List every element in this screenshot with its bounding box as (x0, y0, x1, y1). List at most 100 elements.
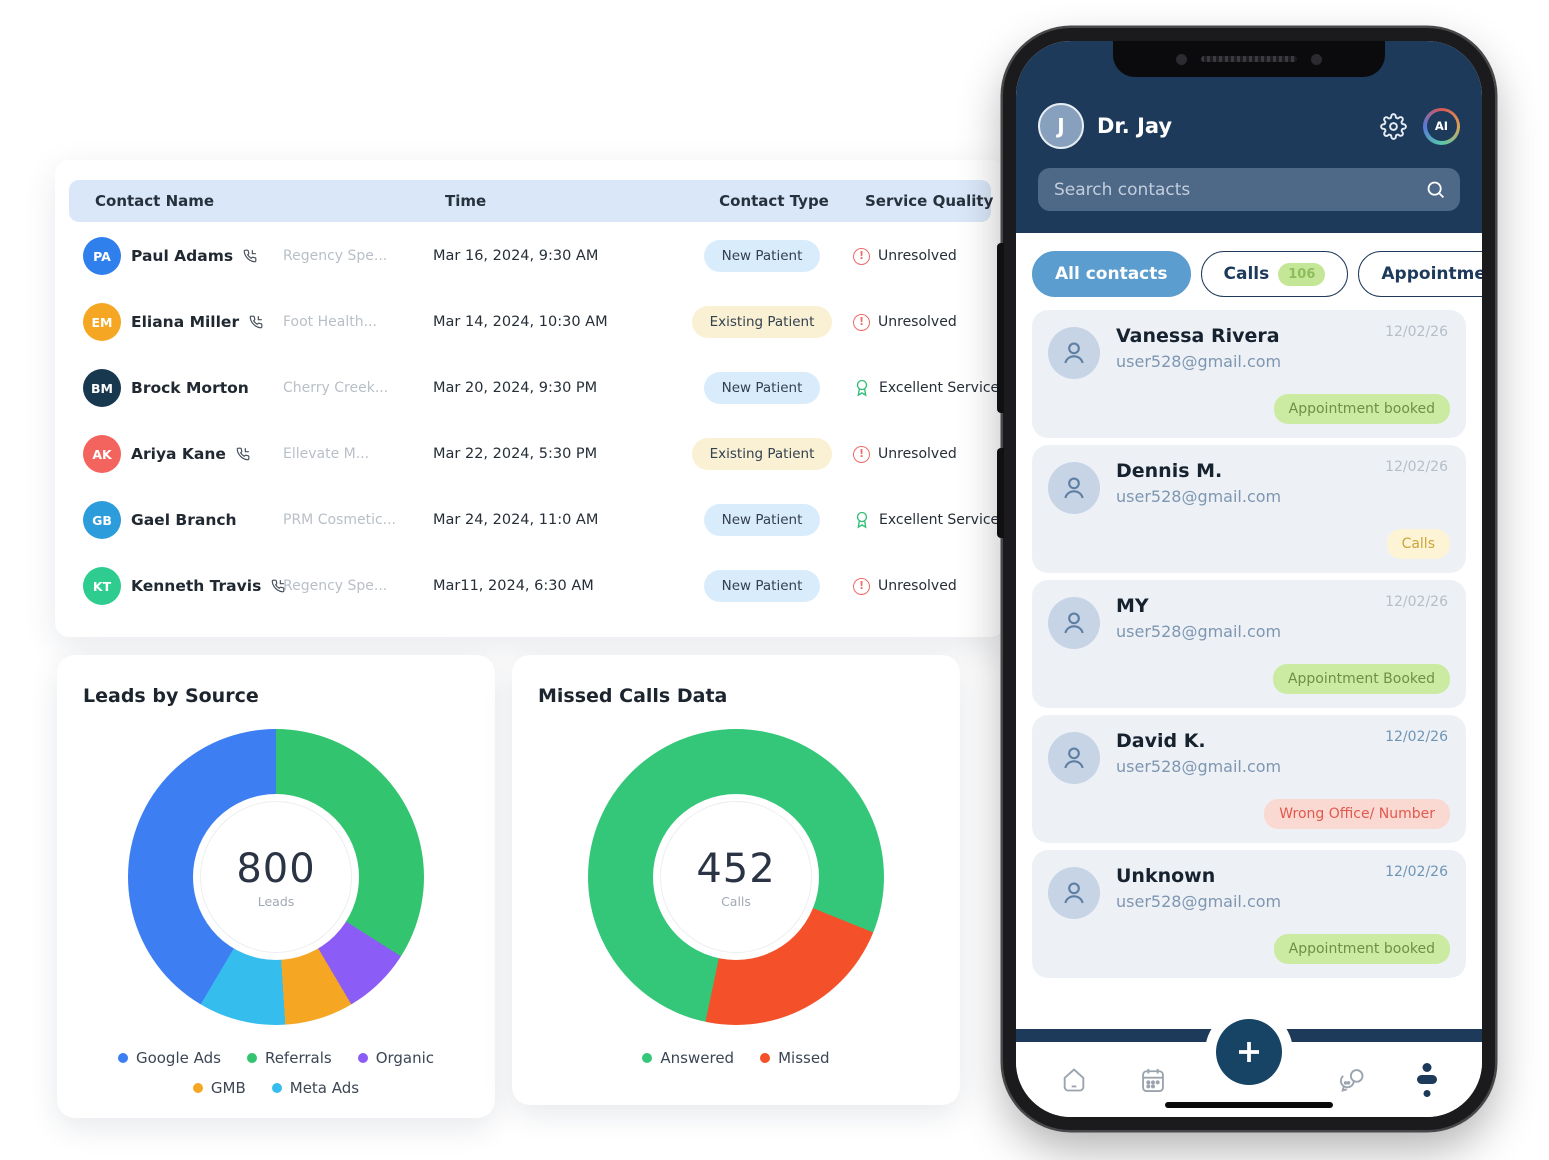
person-icon (1064, 882, 1084, 904)
camera-dot (1311, 53, 1322, 65)
legend-item: Meta Ads (271, 1079, 359, 1097)
legend-item: Referrals (246, 1049, 332, 1067)
legend-dot (246, 1053, 257, 1063)
calendar-icon[interactable] (1139, 1066, 1167, 1094)
col-contact-type: Contact Type (719, 192, 829, 210)
center-label: Leads (257, 893, 295, 909)
contact-email: user528@gmail.com (1116, 757, 1282, 776)
missed-calls-donut-chart: 452 Calls (588, 729, 884, 1025)
avatar: KT (83, 567, 121, 605)
contact-card[interactable]: David K. user528@gmail.com 12/02/26 Wron… (1032, 715, 1466, 843)
avatar: BM (83, 369, 121, 407)
avatar: GB (83, 501, 121, 539)
col-service-quality: Service Quality (865, 192, 994, 210)
camera-dot (1176, 53, 1187, 65)
contact-date: 12/02/26 (1385, 324, 1448, 340)
contact-name: Eliana Miller (131, 313, 240, 331)
company: PRM Cosmetic... (283, 512, 397, 528)
search-icon[interactable] (1425, 179, 1446, 200)
avatar: EM (83, 303, 121, 341)
speaker-grille (1201, 56, 1297, 62)
table-row[interactable]: AK Ariya Kane Ellevate M... Mar 22, 2024… (69, 422, 991, 486)
phone-notch (1113, 41, 1385, 77)
contact-email: user528@gmail.com (1116, 622, 1282, 641)
time: Mar 20, 2024, 9:30 PM (433, 380, 598, 396)
contact-card[interactable]: Vanessa Rivera user528@gmail.com 12/02/2… (1032, 310, 1466, 438)
legend-dot (642, 1053, 653, 1063)
contact-card[interactable]: Dennis M. user528@gmail.com 12/02/26 Cal… (1032, 445, 1466, 573)
center-label: Calls (721, 893, 751, 909)
table-row[interactable]: BM Brock Morton Cherry Creek... Mar 20, … (69, 356, 999, 420)
contact-name: Dennis M. (1116, 460, 1223, 482)
contacts-list: Vanessa Rivera user528@gmail.com 12/02/2… (1032, 310, 1466, 978)
legend-item: Missed (760, 1049, 830, 1067)
tab-appointment-requests[interactable]: Appointment Requ (1358, 251, 1482, 297)
contact-avatar (1048, 597, 1100, 649)
legend-dot (192, 1083, 203, 1093)
contact-name: MY (1116, 595, 1149, 617)
chat-icon[interactable] (1338, 1066, 1366, 1094)
center-value: 452 (696, 845, 776, 892)
gear-icon[interactable] (1380, 112, 1407, 140)
table-row[interactable]: KT Kenneth Travis Regency Spe... Mar11, … (69, 554, 991, 618)
legend-item: GMB (192, 1079, 246, 1097)
leads-donut-chart: 800 Leads (128, 729, 424, 1025)
contact-date: 12/02/26 (1385, 729, 1448, 745)
home-icon[interactable] (1060, 1066, 1088, 1094)
company: Cherry Creek... (283, 380, 389, 396)
contact-name: Ariya Kane (131, 445, 226, 463)
contact-email: user528@gmail.com (1116, 892, 1282, 911)
person-icon (1064, 747, 1084, 769)
contact-type-badge: Existing Patient (691, 438, 833, 470)
contact-type-badge: New Patient (703, 504, 821, 536)
status-badge: Calls (1386, 529, 1450, 559)
add-button[interactable] (1216, 1019, 1282, 1085)
company: Ellevate M... (283, 446, 370, 462)
contact-card[interactable]: MY user528@gmail.com 12/02/26 Appointmen… (1032, 580, 1466, 708)
time: Mar11, 2024, 6:30 AM (433, 578, 594, 594)
table-row[interactable]: EM Eliana Miller Foot Health... Mar 14, … (69, 290, 991, 354)
time: Mar 16, 2024, 9:30 AM (433, 248, 599, 264)
incoming-call-icon (249, 315, 263, 329)
table-header-row: Contact Name Time Contact Type Service Q… (69, 180, 993, 222)
legend-dot (271, 1083, 282, 1093)
contacts-icon[interactable] (1416, 1062, 1438, 1097)
leads-legend: Google Ads Referrals Organic (83, 1049, 469, 1067)
contact-email: user528@gmail.com (1116, 352, 1282, 371)
user-avatar[interactable]: J (1038, 103, 1084, 149)
center-value: 800 (236, 845, 316, 892)
contact-name: Gael Branch (131, 511, 237, 529)
search-bar[interactable] (1038, 168, 1460, 211)
contact-date: 12/02/26 (1385, 594, 1448, 610)
status-badge: Appointment booked (1273, 394, 1450, 424)
search-input[interactable] (1054, 179, 1425, 200)
status-badge: Appointment booked (1273, 934, 1450, 964)
status-badge: Wrong Office/ Number (1264, 799, 1450, 829)
col-time: Time (445, 192, 487, 210)
donut-center: 800 Leads (193, 794, 359, 960)
incoming-call-icon (271, 579, 285, 593)
unresolved-icon: ! (853, 313, 870, 331)
ai-assistant-badge[interactable]: AI (1423, 107, 1460, 145)
service-quality: ! Excellent Service (853, 379, 999, 397)
leads-legend-row2: GMB Meta Ads (83, 1079, 469, 1097)
unresolved-icon: ! (853, 577, 870, 595)
chart-title: Missed Calls Data (538, 685, 728, 707)
legend-dot (117, 1053, 128, 1063)
contact-date: 12/02/26 (1385, 864, 1448, 880)
incoming-call-icon (243, 249, 257, 263)
service-quality: ! Unresolved (853, 247, 979, 265)
calls-count-badge: 106 (1278, 262, 1326, 286)
home-indicator[interactable] (1165, 1102, 1333, 1108)
person-icon (1064, 612, 1084, 634)
contact-name: Brock Morton (131, 379, 249, 397)
tab-all-contacts[interactable]: All contacts (1032, 251, 1191, 297)
table-row[interactable]: GB Gael Branch PRM Cosmetic... Mar 24, 2… (69, 488, 999, 552)
tab-calls[interactable]: Calls 106 (1200, 251, 1349, 297)
table-row[interactable]: PA Paul Adams Regency Spe... Mar 16, 202… (69, 224, 991, 288)
service-quality: ! Unresolved (853, 577, 979, 595)
status-badge: Appointment Booked (1272, 664, 1450, 694)
contact-card[interactable]: Unknown user528@gmail.com 12/02/26 Appoi… (1032, 850, 1466, 978)
